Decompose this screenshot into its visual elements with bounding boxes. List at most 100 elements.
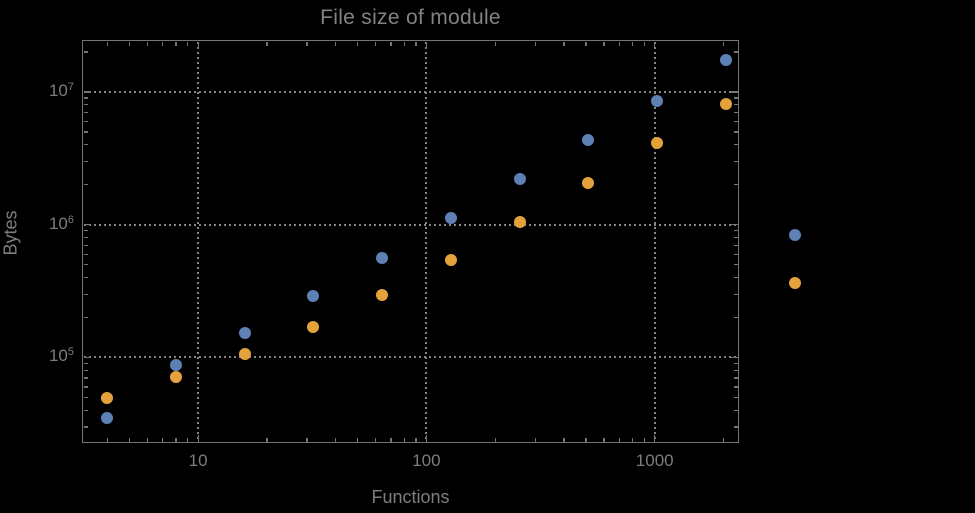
y-tick-left [83, 377, 88, 379]
y-tick-left [83, 224, 91, 226]
x-tick-bottom [618, 437, 621, 442]
data-point-series-1-blue [238, 326, 251, 339]
x-tick-bottom [197, 434, 199, 442]
x-tick-bottom [631, 437, 634, 442]
y-tick-right [733, 120, 738, 123]
x-tick-bottom [722, 437, 725, 442]
x-tick-bottom [357, 437, 359, 442]
y-gridline [84, 223, 737, 226]
data-point-series-2-orange [376, 288, 389, 301]
x-tick-top [585, 41, 587, 46]
data-point-series-1-blue [719, 53, 732, 66]
x-tick-top [357, 41, 359, 46]
y-tick-left [83, 131, 88, 133]
x-tick-top [643, 41, 645, 46]
y-gridline [84, 356, 737, 359]
x-gridline [425, 42, 428, 441]
y-tick-right [733, 253, 738, 255]
x-tick-bottom [375, 437, 377, 442]
chart-title: File size of module [320, 6, 501, 29]
y-tick-right [733, 426, 738, 428]
data-point-series-2-orange [651, 137, 664, 150]
x-tick-bottom [146, 437, 149, 442]
x-tick-top [722, 41, 725, 46]
x-tick-label: 10 [188, 451, 208, 470]
y-tick-left [83, 120, 88, 123]
y-tick-left [83, 253, 88, 255]
data-point-series-1-blue [101, 412, 114, 425]
y-gridline [84, 90, 737, 93]
x-tick-bottom [654, 434, 656, 442]
x-tick-bottom [534, 437, 537, 442]
y-tick-right [733, 316, 738, 319]
y-tick-left [83, 276, 88, 279]
x-tick-top [175, 41, 177, 46]
x-tick-top [494, 41, 496, 46]
x-tick-top [631, 41, 634, 46]
x-gridline [197, 42, 200, 441]
y-tick-left [83, 91, 91, 93]
x-tick-top [306, 41, 308, 46]
data-point-series-1-blue [307, 290, 320, 303]
x-tick-top [197, 41, 199, 49]
y-tick-left [83, 111, 88, 114]
x-tick-top [654, 41, 656, 49]
data-point-series-2-orange [444, 254, 457, 267]
data-point-series-1-blue [788, 228, 801, 241]
y-tick-left [83, 369, 88, 372]
plot-frame [82, 40, 739, 443]
x-tick-bottom [266, 437, 268, 442]
x-tick-top [106, 41, 108, 46]
y-tick-right [730, 91, 738, 93]
x-tick-bottom [563, 437, 565, 442]
x-tick-bottom [162, 437, 164, 442]
x-tick-bottom [306, 437, 308, 442]
y-tick-right [733, 97, 738, 99]
y-tick-left [83, 426, 88, 428]
x-tick-top [563, 41, 565, 46]
y-tick-left [83, 293, 88, 295]
y-tick-left [83, 230, 88, 232]
data-point-series-2-orange [307, 320, 320, 333]
y-tick-right [733, 396, 738, 399]
y-tick-left [83, 104, 88, 106]
x-tick-bottom [390, 437, 392, 442]
x-tick-top [375, 41, 377, 46]
data-point-series-2-orange [719, 98, 732, 111]
x-tick-top [415, 41, 417, 46]
y-tick-right [733, 244, 738, 246]
x-tick-top [266, 41, 268, 46]
data-point-series-1-blue [444, 212, 457, 225]
x-tick-bottom [603, 437, 605, 442]
x-tick-bottom [403, 437, 405, 442]
y-tick-right [733, 104, 738, 106]
x-tick-label: 100 [412, 451, 441, 470]
y-tick-right [733, 131, 738, 133]
y-tick-left [83, 244, 88, 246]
x-tick-bottom [643, 437, 645, 442]
data-point-series-2-orange [582, 177, 595, 190]
x-tick-top [162, 41, 164, 46]
x-tick-bottom [187, 437, 189, 442]
x-tick-bottom [585, 437, 587, 442]
y-tick-right [733, 386, 738, 388]
y-tick-right [730, 356, 738, 359]
x-tick-top [334, 41, 337, 46]
x-tick-bottom [415, 437, 417, 442]
y-tick-left [83, 396, 88, 399]
y-tick-left [83, 184, 88, 186]
y-tick-left [83, 51, 88, 53]
y-tick-right [733, 111, 738, 114]
y-tick-right [733, 184, 738, 186]
data-point-series-1-blue [169, 358, 182, 371]
y-tick-right [733, 409, 738, 412]
y-tick-left [83, 144, 88, 146]
data-point-series-2-orange [101, 392, 114, 405]
y-tick-right [733, 144, 738, 146]
x-tick-top [390, 41, 392, 46]
y-tick-right [733, 369, 738, 372]
